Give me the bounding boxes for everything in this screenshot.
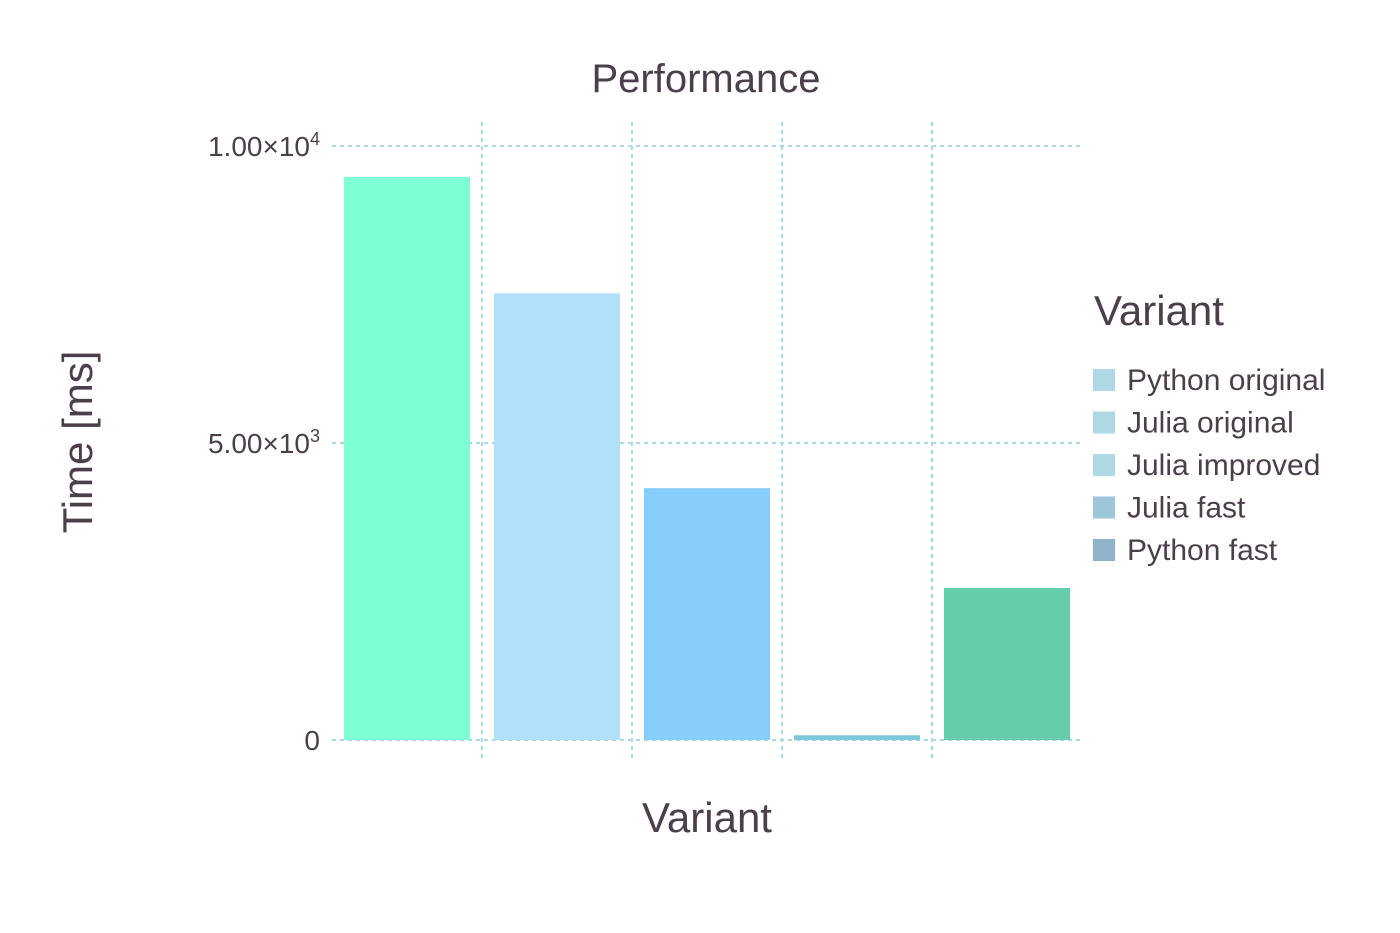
bar-julia-original — [494, 293, 620, 740]
legend-swatch — [1093, 539, 1115, 561]
y-tick-label: 5.00×103 — [208, 426, 320, 459]
legend-label: Julia improved — [1127, 449, 1320, 482]
legend-swatch — [1093, 496, 1115, 519]
legend-label: Julia original — [1127, 407, 1294, 440]
legend-label: Julia fast — [1127, 492, 1246, 525]
bar-julia-improved — [644, 488, 770, 740]
legend-swatch — [1093, 454, 1115, 476]
legend-title: Variant — [1094, 287, 1224, 334]
y-tick-label: 1.00×104 — [208, 129, 320, 162]
legend-entry-python-fast: Python fast — [1093, 534, 1278, 567]
bars — [344, 176, 1070, 740]
y-axis-label: Time [ms] — [54, 351, 101, 534]
legend-entry-julia-original: Julia original — [1093, 407, 1294, 440]
legend-label: Python fast — [1127, 534, 1278, 567]
legend: Variant Python original Julia original Jul… — [1093, 287, 1325, 567]
x-axis-label: Variant — [642, 794, 772, 841]
legend-entries: Python original Julia original Julia impro… — [1093, 364, 1325, 567]
legend-swatch — [1093, 411, 1115, 434]
bar-python-fast — [944, 587, 1070, 740]
bar-python-original — [344, 176, 470, 740]
legend-entry-julia-improved: Julia improved — [1093, 449, 1320, 482]
legend-entry-julia-fast: Julia fast — [1093, 492, 1246, 525]
legend-swatch — [1093, 369, 1115, 391]
bar-julia-fast — [794, 735, 920, 740]
y-tick-label: 0 — [304, 725, 320, 756]
chart-title: Performance — [592, 57, 821, 101]
legend-label: Python original — [1127, 364, 1325, 397]
legend-entry-python-original: Python original — [1093, 364, 1325, 397]
y-axis-ticks: 0 5.00×103 1.00×104 — [208, 129, 320, 756]
